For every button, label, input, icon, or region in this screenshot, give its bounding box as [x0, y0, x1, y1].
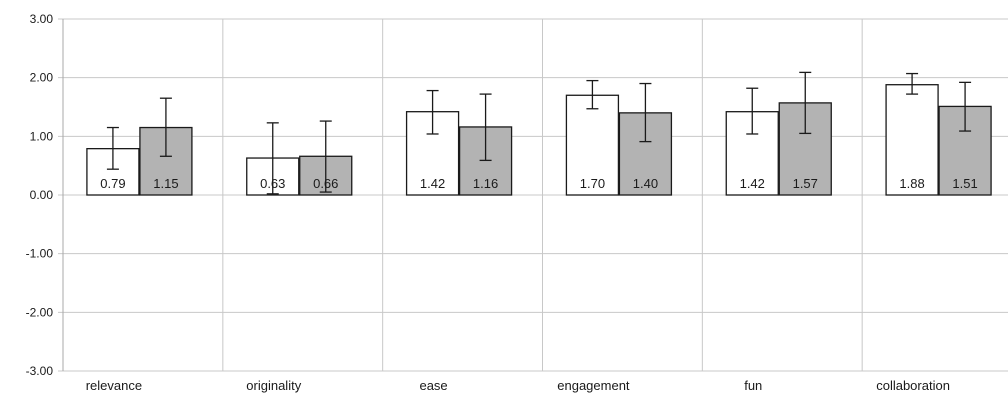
- data-label: 1.88: [899, 176, 924, 191]
- grid-lines: [58, 18, 1008, 372]
- category-label: originality: [246, 378, 301, 393]
- y-tick-label: 2.00: [30, 71, 54, 85]
- error-bars: [106, 71, 972, 195]
- category-label: engagement: [557, 378, 630, 393]
- data-label: 0.63: [260, 176, 285, 191]
- y-tick-label: 0.00: [30, 188, 54, 202]
- category-label: ease: [419, 378, 447, 393]
- y-tick-label: 1.00: [30, 129, 54, 143]
- data-label: 1.40: [633, 176, 658, 191]
- data-label: 1.51: [952, 176, 977, 191]
- y-tick-label: -3.00: [26, 364, 54, 378]
- y-tick-label: -2.00: [26, 305, 54, 319]
- data-label: 1.15: [153, 176, 178, 191]
- data-label: 1.42: [420, 176, 445, 191]
- bar-series-1: [885, 84, 939, 196]
- bar-series-1: [565, 94, 620, 196]
- bar-series-1: [86, 148, 140, 196]
- y-tick-label: -1.00: [26, 247, 54, 261]
- data-label: 0.79: [100, 176, 125, 191]
- data-label: 1.16: [473, 176, 498, 191]
- data-label: 0.66: [313, 176, 338, 191]
- data-label: 1.70: [580, 176, 605, 191]
- category-labels: relevance originality ease engagement fun col…: [86, 378, 950, 393]
- data-labels: 0.79 1.15 0.63 0.66 1.42 1.16 1.70 1.40 1.42 1.57…: [100, 176, 977, 191]
- data-label: 1.42: [740, 176, 765, 191]
- category-label: collaboration: [876, 378, 950, 393]
- data-label: 1.57: [793, 176, 818, 191]
- category-label: fun: [744, 378, 762, 393]
- y-tick-label: 3.00: [30, 12, 54, 26]
- y-tick-labels: 3.00 2.00 1.00 0.00 -1.00 -2.00 -3.00: [26, 12, 54, 378]
- category-label: relevance: [86, 378, 142, 393]
